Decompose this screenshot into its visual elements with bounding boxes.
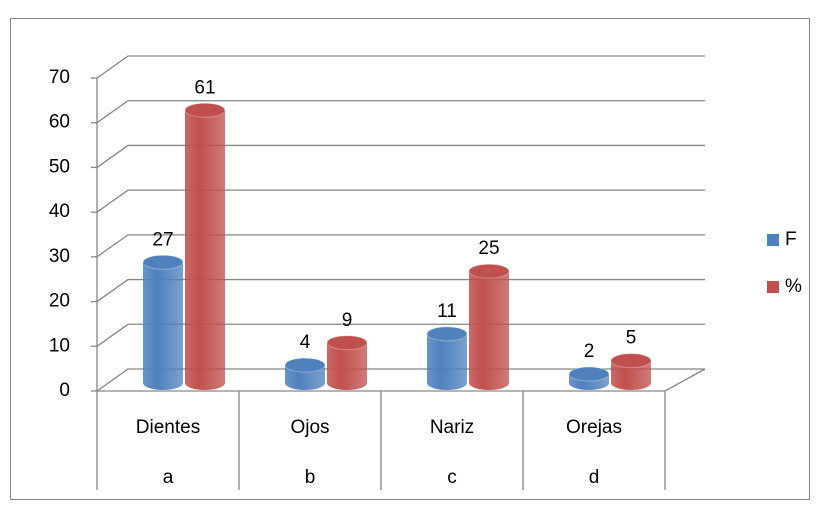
data-label: 2 <box>584 341 595 362</box>
bar-top <box>610 353 652 369</box>
group-label: c <box>447 467 457 488</box>
bar <box>611 360 651 390</box>
y-tick-label: 30 <box>49 246 70 267</box>
grid-line <box>96 368 705 392</box>
bar-top <box>468 263 510 279</box>
x-tick-label: Ojos <box>290 417 329 438</box>
bar-top <box>568 366 610 382</box>
grid-line <box>96 234 705 258</box>
y-tick-label: 20 <box>49 291 70 312</box>
group-label: a <box>163 467 174 488</box>
data-label: 5 <box>626 328 637 349</box>
y-tick-label: 50 <box>49 156 70 177</box>
data-label: 4 <box>300 332 311 353</box>
data-label: 9 <box>342 310 353 331</box>
bar-top <box>142 254 184 270</box>
bar <box>285 365 325 390</box>
bar <box>327 342 367 390</box>
legend-swatch <box>767 234 779 246</box>
y-tick-label: 0 <box>59 380 70 401</box>
bar-top <box>326 335 368 351</box>
data-label: 11 <box>437 301 457 322</box>
legend-label: % <box>785 276 802 297</box>
bar-top <box>426 326 468 342</box>
grid-line <box>96 323 705 347</box>
grid-line <box>96 55 705 79</box>
group-label: b <box>305 467 316 488</box>
data-label: 27 <box>152 229 173 250</box>
bar <box>185 110 225 390</box>
chart-border <box>10 18 810 500</box>
grid-line <box>96 189 705 213</box>
x-tick-label: Dientes <box>136 417 200 438</box>
bar-top <box>284 357 326 373</box>
bar-top <box>184 102 226 118</box>
bar <box>469 271 509 390</box>
x-tick-label: Orejas <box>566 417 622 438</box>
legend-swatch <box>767 281 779 293</box>
grid-line <box>96 100 705 124</box>
y-tick-label: 40 <box>49 201 70 222</box>
grid-line <box>96 144 705 168</box>
y-tick-label: 60 <box>49 112 70 133</box>
data-label: 25 <box>478 238 499 259</box>
group-label: d <box>589 467 600 488</box>
bar <box>427 333 467 390</box>
legend-label: F <box>785 229 797 250</box>
y-tick-label: 70 <box>49 67 70 88</box>
y-tick-label: 10 <box>49 335 70 356</box>
bar <box>143 262 183 390</box>
grid-line <box>96 278 705 303</box>
x-tick-label: Nariz <box>430 417 474 438</box>
data-label: 61 <box>194 77 215 98</box>
